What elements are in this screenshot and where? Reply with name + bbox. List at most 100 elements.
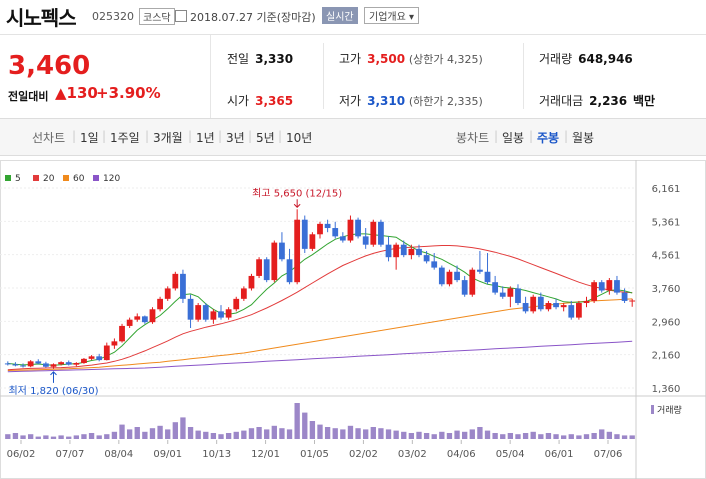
candle-body (515, 288, 521, 304)
volume-bar (576, 435, 582, 439)
candle-body (583, 300, 590, 304)
ma120-line (7, 340, 633, 373)
volume-bar (187, 427, 194, 439)
candle-body (522, 303, 529, 312)
realtime-button[interactable]: 실시간 (322, 7, 358, 24)
tab-weekly[interactable]: 주봉 (537, 131, 560, 145)
volume-bar (568, 434, 574, 439)
volume-bar (393, 430, 399, 439)
tab-1w[interactable]: 1주일 (110, 131, 140, 145)
x-tick-label: 06/01 (545, 449, 574, 460)
candle-body (591, 282, 598, 301)
volume-bar (500, 434, 506, 439)
candle-body (408, 248, 415, 256)
x-tick-label: 08/04 (104, 449, 133, 460)
candle-body (393, 244, 400, 258)
volume-bar (347, 425, 354, 439)
candle-body (149, 309, 156, 323)
candle-body (195, 305, 202, 320)
tab-3y[interactable]: 3년 (226, 131, 245, 145)
volume-bar (233, 431, 239, 439)
candlestick-chart[interactable]: 6,161 5,361 4,561 3,760 2,960 2,160 1,360 5 20 60… (0, 160, 706, 479)
tab-10y[interactable]: 10년 (286, 131, 313, 145)
y-tick-label: 1,360 (652, 384, 681, 395)
volume-bar (515, 434, 521, 439)
candle-body (248, 275, 255, 289)
volume-legend-swatch (651, 405, 654, 414)
volume-bar (271, 425, 277, 439)
candle-body (233, 298, 240, 310)
candle-body (598, 282, 605, 291)
candle-body (629, 300, 636, 302)
base-date: 2018.07.27 기준(장마감) (190, 11, 316, 24)
x-tick-label: 09/01 (153, 449, 182, 460)
calendar-icon[interactable] (175, 10, 187, 22)
compare-label: 전일대비 (8, 90, 49, 103)
volume-bar (606, 431, 613, 439)
tab-5y[interactable]: 5년 (256, 131, 275, 145)
volume-bar (203, 431, 209, 439)
volume-bar (324, 427, 331, 439)
candle-body (400, 244, 407, 256)
volume-bar (484, 430, 491, 439)
tab-3m[interactable]: 3개월 (153, 131, 183, 145)
x-tick-label: 05/04 (496, 449, 525, 460)
candle-body (431, 261, 438, 268)
min-annotation: 최저 1,820 (06/30) (8, 385, 98, 397)
volume-bar (599, 429, 605, 439)
candle-body (12, 364, 19, 366)
candle-body (347, 219, 354, 241)
company-info-dropdown[interactable]: 기업개요 ▾ (364, 7, 419, 24)
volume-bar (27, 434, 34, 439)
candle-body (81, 358, 87, 364)
volume-bar (363, 429, 369, 439)
candle-body (50, 364, 57, 367)
tab-daily[interactable]: 일봉 (502, 131, 525, 145)
y-tick-label: 5,361 (652, 217, 681, 228)
volume-bar (454, 430, 460, 439)
legend-label: 20 (43, 174, 55, 184)
chart-tabs: 선차트 | 1일 | 1주일 | 3개월 | 1년 | 3년 | 5년 | 10… (0, 118, 706, 156)
tab-1d[interactable]: 1일 (80, 131, 99, 145)
volume-bar (43, 435, 49, 439)
tab-monthly[interactable]: 월봉 (572, 131, 595, 145)
ma5-line (7, 233, 633, 366)
volume-bar (591, 433, 597, 439)
candle-body (446, 271, 453, 285)
candle-body (385, 244, 392, 258)
candle-body (27, 361, 34, 367)
volume-bar (88, 433, 95, 439)
candle-body (271, 242, 278, 281)
volume-bar (629, 435, 635, 439)
candle-body (119, 325, 125, 342)
volume-bar (241, 430, 247, 439)
tab-1y[interactable]: 1년 (196, 131, 215, 145)
y-tick-label: 4,561 (652, 251, 681, 262)
candle-body (240, 288, 247, 299)
candle-body (606, 280, 613, 291)
volume-bar (134, 427, 140, 439)
candle-body (164, 288, 171, 299)
legend-swatch (63, 175, 69, 181)
volume-bar (340, 429, 346, 439)
candle-body (20, 365, 26, 367)
volume-bar (507, 433, 514, 439)
candle-body (370, 221, 377, 245)
candle-body (263, 259, 270, 281)
low-price: 저가 3,310 (하한가 2,335) (339, 94, 483, 108)
volume-bar (180, 417, 186, 439)
candle-body (484, 271, 491, 283)
x-tick-label: 04/06 (447, 449, 476, 460)
line-chart-label: 선차트 (32, 131, 66, 145)
volume-bar (111, 431, 118, 439)
y-tick-label: 2,160 (652, 351, 681, 362)
x-tick-label: 07/06 (594, 449, 623, 460)
price-change: ▲130 (55, 84, 98, 102)
x-tick-label: 02/02 (349, 449, 378, 460)
candle-body (73, 363, 80, 365)
volume-bar (35, 436, 41, 439)
legend-swatch (93, 175, 99, 181)
volume-bar (469, 429, 475, 439)
candle-body (560, 305, 567, 308)
candle-body (454, 271, 460, 281)
